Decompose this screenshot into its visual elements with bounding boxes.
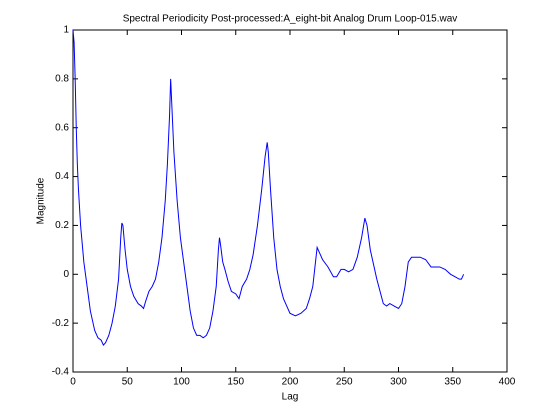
y-tick-label: 0.6	[55, 122, 69, 133]
plot-area	[72, 29, 508, 373]
x-tick-label: 100	[173, 377, 190, 388]
y-tick-label: -0.2	[52, 318, 70, 329]
x-tick-label: 350	[444, 377, 461, 388]
x-tick-label: 50	[122, 377, 134, 388]
x-tick-label: 400	[499, 377, 516, 388]
y-tick-label: 0	[63, 269, 69, 280]
x-axis-label: Lag	[282, 392, 299, 403]
y-tick-label: 0.2	[55, 220, 69, 231]
x-tick-label: 300	[390, 377, 407, 388]
x-tick-label: 0	[70, 377, 76, 388]
y-tick-label: 0.8	[55, 73, 69, 84]
y-tick-label: -0.4	[52, 367, 70, 378]
y-tick-label: 0.4	[55, 171, 69, 182]
chart-title: Spectral Periodicity Post-processed:A_ei…	[123, 14, 458, 25]
data-line	[72, 29, 465, 347]
y-tick-label: 1	[63, 25, 69, 36]
x-tick-label: 250	[336, 377, 353, 388]
x-tick-label: 150	[227, 377, 244, 388]
x-tick-label: 200	[282, 377, 299, 388]
y-axis-label: Magnitude	[36, 177, 47, 224]
